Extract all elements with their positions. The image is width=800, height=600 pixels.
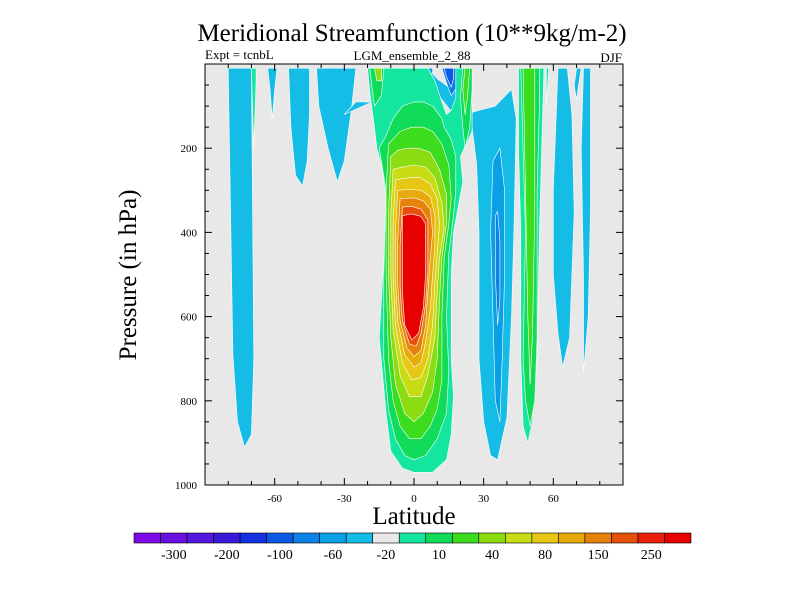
contour-region <box>251 67 257 149</box>
x-tick-label: -30 <box>337 493 352 505</box>
colorbar-label: 10 <box>432 548 446 563</box>
ensemble-label: LGM_ensemble_2_88 <box>354 48 471 63</box>
colorbar-swatch <box>637 532 665 544</box>
contour-region <box>522 67 536 385</box>
colorbar-label: 250 <box>641 548 662 563</box>
contour-region <box>288 67 310 187</box>
colorbar-swatch <box>558 532 586 544</box>
colorbar-swatch <box>584 532 612 544</box>
y-tick-label: 800 <box>181 396 198 408</box>
colorbar-swatch <box>664 532 692 544</box>
x-tick-label: -60 <box>267 493 282 505</box>
y-axis-label: Pressure (in hPa) <box>115 190 142 361</box>
contour-field <box>227 67 591 473</box>
colorbar-swatch <box>398 532 427 544</box>
contour-region <box>546 67 550 107</box>
colorbar-swatch <box>213 532 241 544</box>
colorbar-swatch <box>160 532 188 544</box>
x-axis-label: Latitude <box>372 503 455 530</box>
y-tick-label: 200 <box>181 143 198 155</box>
contour-region <box>227 67 255 448</box>
contour-region <box>316 67 357 183</box>
colorbar-label: 40 <box>485 548 499 563</box>
contour-region <box>494 211 501 326</box>
colorbar: -300 -200 -100 -60 -20 10 40 80 150 250 <box>133 532 692 563</box>
experiment-label: Expt = tcnbL <box>205 47 274 62</box>
colorbar-label: -60 <box>324 548 343 563</box>
x-tick-label: 30 <box>478 493 490 505</box>
colorbar-label: 150 <box>588 548 609 563</box>
colorbar-swatch <box>478 532 506 544</box>
colorbar-label: -200 <box>214 548 240 563</box>
y-tick-label: 1000 <box>175 480 198 492</box>
x-axis: -60 -30 0 30 60 <box>227 64 601 505</box>
contour-region <box>267 67 278 119</box>
season-label: DJF <box>600 50 622 65</box>
colorbar-swatch <box>425 532 453 544</box>
colorbar-swatch <box>531 532 559 544</box>
contour-region <box>462 67 471 115</box>
contour-region <box>552 67 575 368</box>
colorbar-swatch <box>372 532 400 544</box>
contour-region <box>374 67 382 82</box>
contour-region <box>402 213 426 341</box>
chart-title: Meridional Streamfunction (10**9kg/m-2) <box>197 20 626 47</box>
x-tick-label: 0 <box>411 493 417 505</box>
colorbar-swatch <box>266 532 294 544</box>
colorbar-label: -300 <box>161 548 187 563</box>
contour-region <box>443 67 454 88</box>
colorbar-label: -100 <box>267 548 293 563</box>
colorbar-swatch <box>319 532 347 544</box>
colorbar-swatch <box>611 532 639 544</box>
colorbar-swatch <box>505 532 533 544</box>
colorbar-swatch <box>239 532 267 544</box>
y-axis: 200 400 600 800 1000 <box>175 84 623 492</box>
contour-region <box>580 67 591 374</box>
contour-region <box>573 67 582 101</box>
y-tick-label: 600 <box>181 312 198 324</box>
colorbar-swatch <box>451 532 480 544</box>
colorbar-swatch <box>186 532 214 544</box>
y-tick-label: 400 <box>181 227 198 239</box>
colorbar-label: 80 <box>538 548 552 563</box>
colorbar-swatch <box>345 532 374 544</box>
colorbar-label: -20 <box>377 548 396 563</box>
colorbar-swatch <box>133 532 161 544</box>
colorbar-swatch <box>292 532 320 544</box>
x-tick-label: 60 <box>548 493 560 505</box>
